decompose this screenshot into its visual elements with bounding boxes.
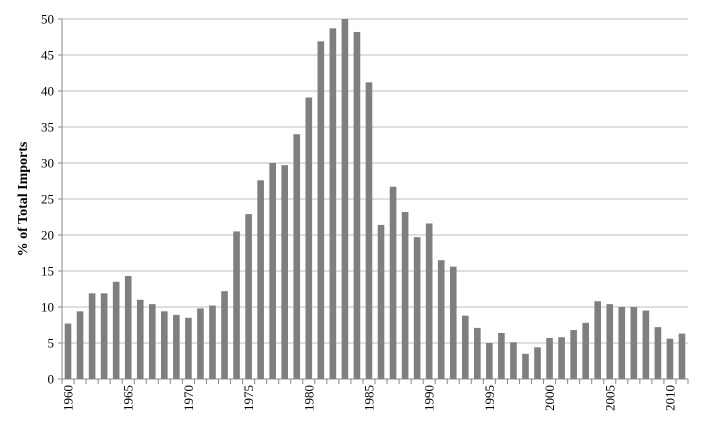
y-tick-label: 25 bbox=[41, 192, 54, 207]
bar-1977 bbox=[269, 163, 276, 379]
gridlines bbox=[62, 18, 688, 344]
bar-1990 bbox=[425, 223, 433, 379]
bar-2010 bbox=[666, 338, 674, 379]
x-tick-label: 2010 bbox=[662, 385, 677, 411]
bar-1971 bbox=[197, 308, 204, 379]
bar-1987 bbox=[389, 186, 397, 379]
bar-1988 bbox=[401, 211, 409, 379]
bar-1992 bbox=[449, 266, 457, 379]
bar-2000 bbox=[546, 337, 553, 379]
bar-2005 bbox=[606, 304, 614, 379]
bar-1979 bbox=[293, 134, 301, 379]
x-tick-label: 2005 bbox=[602, 385, 617, 411]
bar-1989 bbox=[413, 237, 421, 379]
y-tick-label: 0 bbox=[48, 372, 55, 387]
bar-2007 bbox=[630, 307, 638, 379]
x-tick-label: 1995 bbox=[482, 385, 497, 411]
bar-2002 bbox=[570, 330, 577, 379]
bar-1970 bbox=[185, 317, 192, 379]
bar-1966 bbox=[136, 299, 144, 379]
bar-1978 bbox=[281, 165, 289, 379]
bar-1969 bbox=[173, 314, 180, 379]
y-tick-label: 30 bbox=[41, 156, 54, 171]
bar-1985 bbox=[365, 82, 373, 380]
bar-1981 bbox=[317, 41, 325, 379]
x-tick-label: 1965 bbox=[121, 385, 136, 411]
bar-2011 bbox=[678, 333, 686, 379]
bars bbox=[64, 19, 686, 380]
bar-1999 bbox=[534, 347, 541, 379]
x-tick-label: 1980 bbox=[301, 385, 316, 411]
bar-1982 bbox=[329, 28, 337, 380]
bar-1973 bbox=[221, 291, 228, 379]
x-axis-ticks: 1960 1965 1970 1975 1980 1985 1990 1995 2000 2005… bbox=[61, 379, 689, 411]
y-tick-label: 45 bbox=[41, 48, 54, 63]
y-tick-label: 5 bbox=[48, 336, 55, 351]
y-axis-title: % of Total Imports bbox=[16, 141, 31, 256]
bar-1996 bbox=[498, 332, 505, 379]
x-tick-label: 1970 bbox=[181, 385, 196, 411]
bar-1983 bbox=[341, 19, 349, 379]
bar-1997 bbox=[510, 342, 517, 379]
bar-1980 bbox=[305, 97, 313, 379]
bar-1976 bbox=[257, 180, 264, 379]
bar-1963 bbox=[100, 293, 108, 379]
bar-1994 bbox=[474, 327, 481, 379]
bar-1968 bbox=[161, 311, 168, 379]
bar-1965 bbox=[124, 276, 132, 379]
y-tick-label: 10 bbox=[41, 300, 54, 315]
bar-1960 bbox=[64, 323, 72, 379]
bar-2009 bbox=[654, 327, 662, 379]
bar-2003 bbox=[582, 322, 589, 379]
x-tick-label: 1975 bbox=[241, 385, 256, 411]
x-tick-label: 1960 bbox=[61, 385, 76, 411]
x-tick-label: 1985 bbox=[361, 385, 376, 411]
bar-1967 bbox=[148, 304, 156, 379]
bar-1975 bbox=[245, 214, 252, 379]
bar-2006 bbox=[618, 307, 626, 379]
y-tick-label: 50 bbox=[41, 12, 54, 27]
bar-1993 bbox=[461, 315, 469, 379]
bar-2008 bbox=[642, 310, 650, 379]
bar-2001 bbox=[558, 337, 565, 379]
bar-2004 bbox=[594, 301, 602, 379]
bar-1974 bbox=[233, 231, 240, 379]
bar-1998 bbox=[522, 353, 529, 379]
bar-1984 bbox=[353, 31, 361, 380]
bar-1991 bbox=[437, 260, 445, 379]
bar-1986 bbox=[377, 224, 385, 379]
y-tick-label: 40 bbox=[41, 84, 54, 99]
y-tick-label: 20 bbox=[41, 228, 54, 243]
bar-1995 bbox=[486, 343, 493, 379]
x-tick-label: 2000 bbox=[542, 385, 557, 411]
y-tick-label: 15 bbox=[41, 264, 54, 279]
bar-1962 bbox=[88, 293, 96, 379]
y-tick-label: 35 bbox=[41, 120, 54, 135]
bar-1972 bbox=[209, 305, 216, 379]
bar-1961 bbox=[76, 311, 84, 379]
bar-1964 bbox=[112, 281, 120, 379]
y-axis-ticks: 0 5 10 15 20 25 30 35 40 45 50 bbox=[41, 12, 62, 387]
x-tick-label: 1990 bbox=[422, 385, 437, 411]
